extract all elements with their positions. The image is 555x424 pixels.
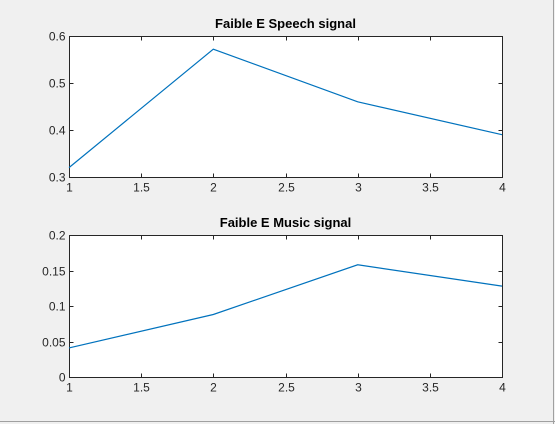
x-tick-label: 1.5 [133,381,150,395]
music-signal-axes: Faible E Music signal 1 1.5 2 2.5 3 3.5 4 0 0.05… [42,215,506,395]
speech-signal-line [68,48,503,169]
x-tick-label: 3 [355,381,362,395]
x-tick-label: 1 [66,181,73,195]
y-tick-label: 0.3 [49,171,66,185]
x-tick-label: 1 [66,381,73,395]
y-tick-label: 0.05 [42,336,66,350]
ticks-group [69,36,503,178]
y-tick-label: 0.4 [49,124,66,138]
y-tick-label: 0.1 [49,300,66,314]
speech-signal-axes: Faible E Speech signal 1 1.5 2 2.5 3 3.5 4 0.3 0… [49,16,506,195]
y-tick-label: 0 [59,371,66,385]
x-tick-label: 2.5 [278,381,295,395]
x-tick-label: 4 [499,381,506,395]
y-tick-label: 0.5 [49,77,66,91]
y-tick-label: 0.6 [49,30,66,44]
ticks-group [69,235,503,378]
x-tick-label: 2 [210,381,217,395]
tick-labels-group: 1 1.5 2 2.5 3 3.5 4 0 0.05 0.1 0.15 0.2 [42,229,506,395]
axes-box [69,235,503,378]
x-tick-label: 3.5 [422,381,439,395]
tick-labels-group: 1 1.5 2 2.5 3 3.5 4 0.3 0.4 0.5 0.6 [49,30,506,195]
x-tick-label: 3 [355,181,362,195]
y-tick-label: 0.15 [42,265,66,279]
chart-title: Faible E Music signal [220,215,351,230]
x-tick-label: 3.5 [422,181,439,195]
axes-box [69,36,503,178]
x-tick-label: 2 [210,181,217,195]
y-tick-label: 0.2 [49,229,66,243]
music-signal-line [68,264,503,349]
chart-title: Faible E Speech signal [215,16,356,31]
x-tick-label: 1.5 [133,181,150,195]
x-tick-label: 4 [499,181,506,195]
x-tick-label: 2.5 [278,181,295,195]
